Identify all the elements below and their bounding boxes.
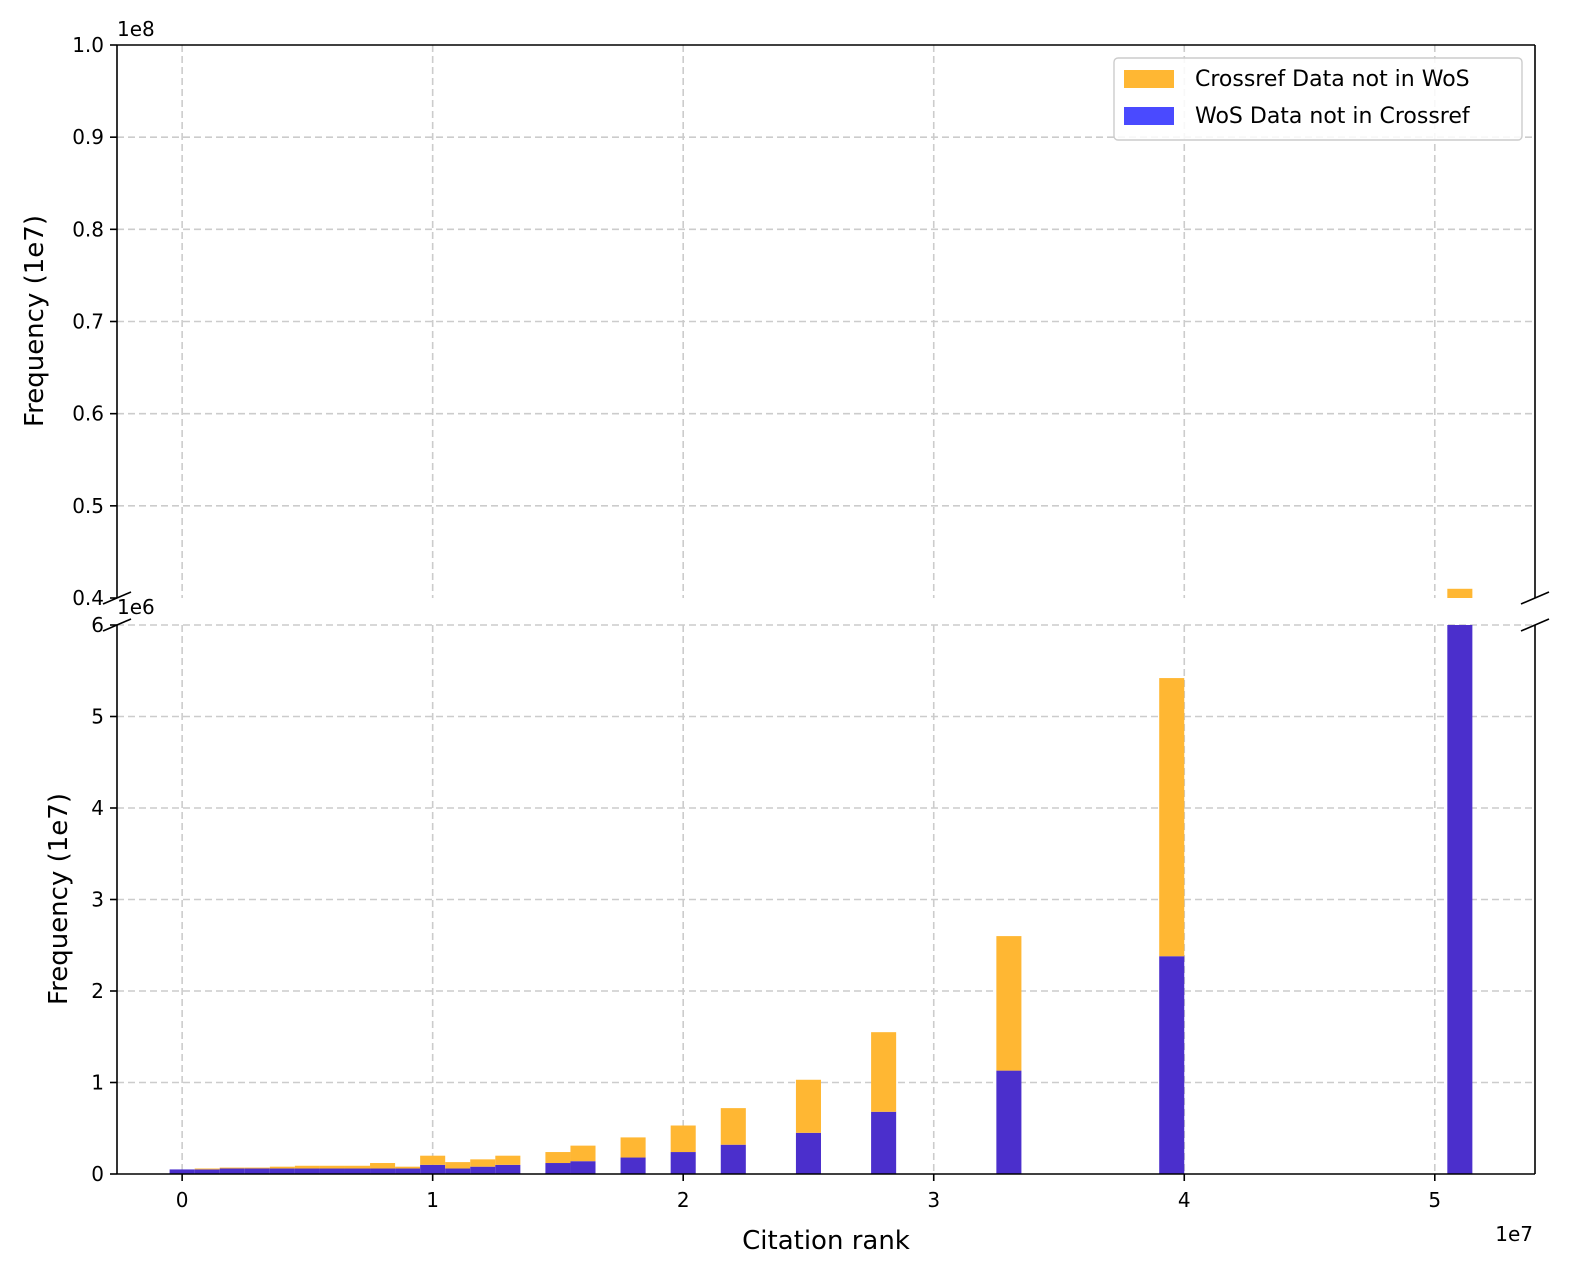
crossref-bar-upper [1447, 588, 1473, 598]
crossref-bar [395, 1166, 421, 1169]
crossref-bar [495, 1155, 521, 1165]
lower-y-tick-label: 0 [91, 1162, 104, 1186]
wos-bar [1159, 956, 1185, 1174]
lower-y-offset-label: 1e6 [117, 595, 155, 619]
crossref-bar [996, 936, 1022, 1071]
wos-bar [495, 1164, 521, 1174]
crossref-bar [871, 1032, 897, 1112]
legend-label-wos: WoS Data not in Crossref [1195, 104, 1471, 129]
crossref-bar [344, 1165, 371, 1169]
wos-bar [996, 1070, 1022, 1174]
wos-bar [670, 1152, 696, 1174]
crossref-bar [620, 1137, 646, 1158]
break-mark-lower-right [1520, 618, 1550, 632]
x-tick-label: 5 [1428, 1188, 1441, 1212]
wos-bar [294, 1168, 320, 1174]
upper-y-tick-label: 0.6 [72, 402, 104, 426]
wos-bar [169, 1169, 195, 1174]
x-tick-label: 1 [426, 1188, 439, 1212]
crossref-bar [269, 1166, 295, 1169]
legend: Crossref Data not in WoS WoS Data not in… [1113, 57, 1523, 141]
crossref-bar [670, 1125, 696, 1153]
upper-y-tick-label: 0.4 [72, 586, 104, 610]
wos-bar [470, 1166, 496, 1174]
legend-label-crossref: Crossref Data not in WoS [1195, 67, 1470, 92]
lower-y-tick-label: 6 [91, 613, 104, 637]
legend-swatch-crossref [1124, 70, 1174, 88]
crossref-bar [319, 1165, 345, 1169]
crossref-bar [720, 1108, 746, 1145]
crossref-bar [244, 1167, 270, 1169]
x-tick-label: 3 [927, 1188, 940, 1212]
wos-bar [244, 1168, 270, 1174]
lower-y-tick-label: 2 [91, 979, 104, 1003]
x-tick-label: 0 [176, 1188, 189, 1212]
upper-y-tick-label: 1.0 [72, 33, 104, 57]
wos-bar [570, 1161, 596, 1174]
wos-bar [319, 1168, 345, 1174]
wos-bar [344, 1168, 371, 1174]
crossref-bar [420, 1155, 446, 1165]
crossref-bar [795, 1079, 821, 1133]
crossref-bar [445, 1162, 471, 1169]
x-offset-label: 1e7 [1495, 1222, 1533, 1246]
lower-y-tick-label: 3 [91, 888, 104, 912]
upper-y-tick-label: 0.5 [72, 494, 104, 518]
legend-box [1113, 57, 1523, 141]
wos-bar [269, 1168, 295, 1174]
wos-bar [795, 1132, 821, 1174]
lower-y-axis-label: Frequency (1e7) [44, 793, 74, 1005]
wos-bar [545, 1163, 571, 1174]
wos-bar [445, 1168, 471, 1174]
upper-y-tick-label: 0.8 [72, 217, 104, 241]
bar-layer [169, 588, 1473, 1174]
crossref-bar [470, 1159, 496, 1167]
crossref-bar [545, 1152, 571, 1164]
lower-y-tick-label: 5 [91, 705, 104, 729]
crossref-bar [219, 1167, 245, 1169]
wos-bar [395, 1168, 421, 1174]
break-mark-upper-right [1520, 591, 1550, 605]
wos-bar [370, 1168, 396, 1174]
wos-bar [720, 1144, 746, 1174]
wos-bar [871, 1111, 897, 1174]
upper-y-axis-label: Frequency (1e7) [20, 215, 50, 427]
wos-bar [620, 1157, 646, 1174]
crossref-bar [1159, 678, 1185, 957]
tick-layer: 0 1 2 3 4 5 0.4 0.5 0.6 0.7 0.8 0.9 1.0 0 1 2 3 4 5 6 [72, 33, 1441, 1212]
upper-y-offset-label: 1e8 [117, 17, 155, 41]
upper-y-tick-label: 0.9 [72, 125, 104, 149]
wos-bar [219, 1168, 245, 1174]
x-tick-label: 4 [1178, 1188, 1191, 1212]
lower-y-tick-label: 1 [91, 1071, 104, 1095]
legend-swatch-wos [1124, 107, 1174, 125]
crossref-bar [194, 1168, 220, 1170]
lower-y-tick-label: 4 [91, 796, 104, 820]
wos-bar [1447, 625, 1473, 1174]
x-tick-label: 2 [677, 1188, 690, 1212]
upper-y-tick-label: 0.7 [72, 310, 104, 334]
wos-bar [420, 1164, 446, 1174]
crossref-bar [294, 1165, 320, 1169]
crossref-bar [570, 1145, 596, 1162]
wos-bar [194, 1169, 220, 1174]
crossref-bar [370, 1163, 396, 1169]
x-axis-label: Citation rank [742, 1226, 910, 1256]
